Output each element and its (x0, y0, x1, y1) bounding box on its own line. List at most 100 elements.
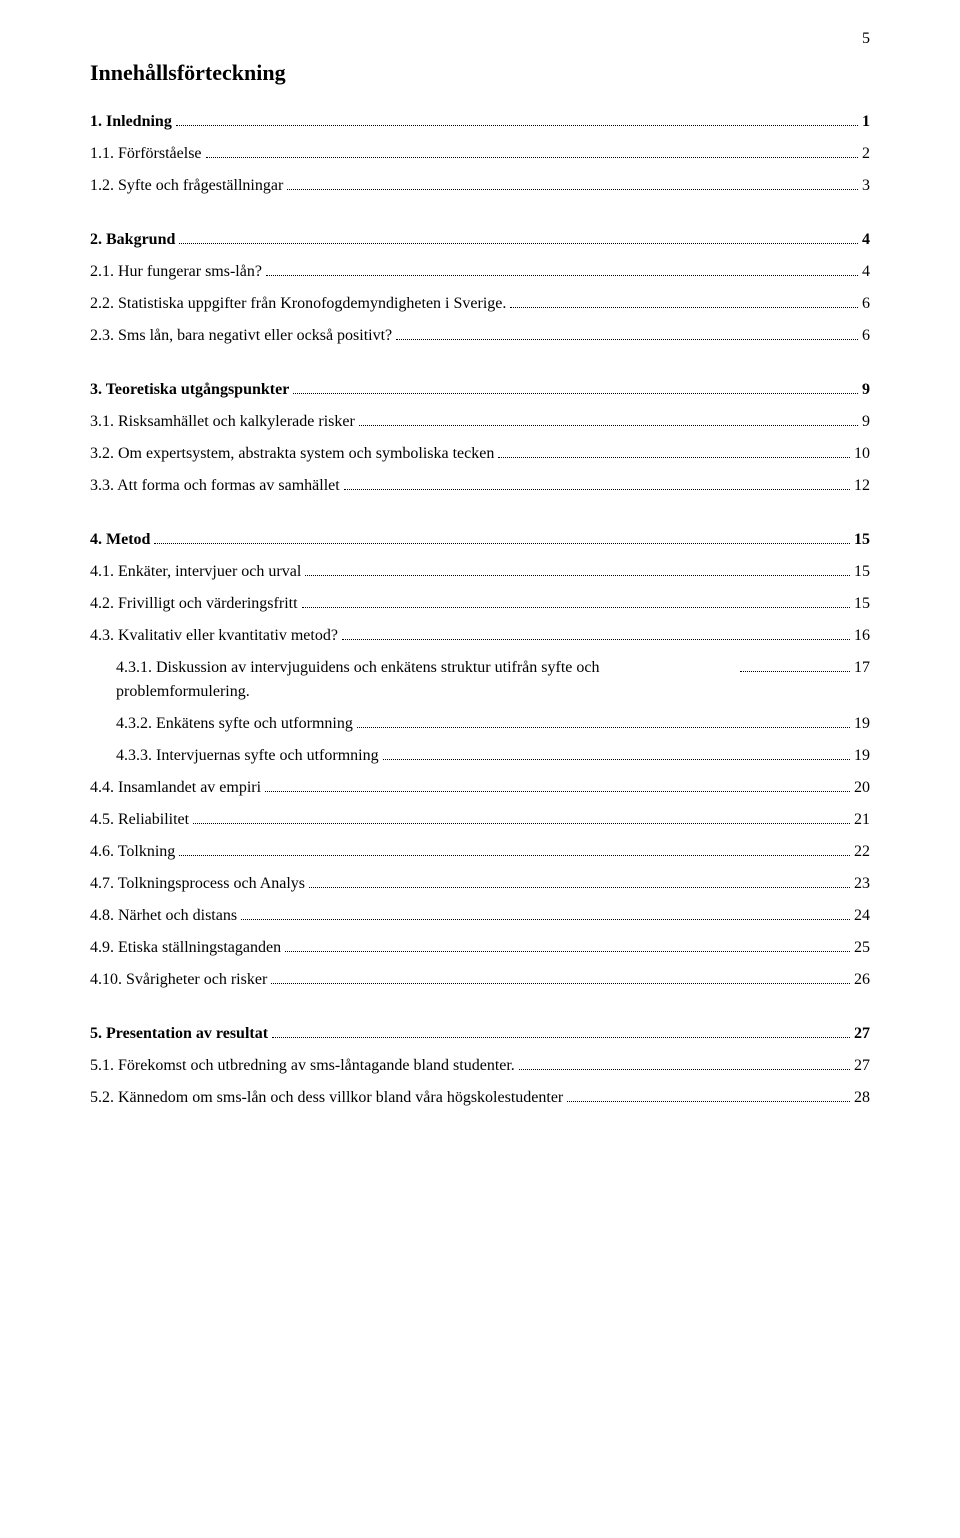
toc-dot-leader (272, 1037, 850, 1038)
toc-entry-page: 12 (854, 474, 870, 498)
toc-entry-label: 4.10. Svårigheter och risker (90, 968, 267, 992)
toc-entry: 4. Metod 15 (90, 528, 870, 552)
toc-dot-leader (266, 275, 858, 276)
toc-title: Innehållsförteckning (90, 60, 870, 86)
toc-entry: 1.2. Syfte och frågeställningar 3 (90, 174, 870, 198)
toc-entry-page: 15 (854, 560, 870, 584)
toc-entry: 4.4. Insamlandet av empiri 20 (90, 776, 870, 800)
toc-entry-page: 27 (854, 1054, 870, 1078)
toc-entry-label: 4.8. Närhet och distans (90, 904, 237, 928)
toc-entry-label: 4.9. Etiska ställningstaganden (90, 936, 281, 960)
toc-entry-page: 4 (862, 228, 870, 252)
toc-entry-label: 2.3. Sms lån, bara negativt eller också … (90, 324, 392, 348)
toc-entry-page: 1 (862, 110, 870, 134)
toc-dot-leader (154, 543, 850, 544)
toc-entry-label: 5.2. Kännedom om sms-lån och dess villko… (90, 1086, 563, 1110)
toc-dot-leader (179, 243, 858, 244)
page-number: 5 (862, 30, 870, 48)
toc-dot-leader (305, 575, 850, 576)
toc-entry-page: 17 (854, 656, 870, 680)
toc-entry-page: 27 (854, 1022, 870, 1046)
toc-entry: 4.8. Närhet och distans 24 (90, 904, 870, 928)
toc-dot-leader (302, 607, 850, 608)
toc-dot-leader (176, 125, 858, 126)
toc-entry-page: 19 (854, 744, 870, 768)
toc-entry-label: 4.3.1. Diskussion av intervjuguidens och… (116, 656, 736, 704)
toc-entry-page: 23 (854, 872, 870, 896)
toc-entry: 4.5. Reliabilitet 21 (90, 808, 870, 832)
toc-dot-leader (342, 639, 850, 640)
toc-entry-page: 4 (862, 260, 870, 284)
toc-entry-label: 4. Metod (90, 528, 150, 552)
toc-entry-label: 4.5. Reliabilitet (90, 808, 189, 832)
toc-entry-label: 4.2. Frivilligt och värderingsfritt (90, 592, 298, 616)
toc-dot-leader (287, 189, 858, 190)
toc-entry-page: 9 (862, 410, 870, 434)
toc-entry-page: 15 (854, 592, 870, 616)
toc-dot-leader (567, 1101, 850, 1102)
toc-entry-page: 9 (862, 378, 870, 402)
toc-entry: 3.3. Att forma och formas av samhället 12 (90, 474, 870, 498)
toc-body: 1. Inledning 1 1.1. Förförståelse 2 1.2. Syf… (90, 110, 870, 1110)
toc-entry: 5.2. Kännedom om sms-lån och dess villko… (90, 1086, 870, 1110)
toc-entry-page: 26 (854, 968, 870, 992)
toc-entry: 4.3. Kvalitativ eller kvantitativ metod?… (90, 624, 870, 648)
document-page: 5 Innehållsförteckning 1. Inledning 1 1.1.… (0, 0, 960, 1538)
toc-entry: 4.9. Etiska ställningstaganden 25 (90, 936, 870, 960)
toc-entry-page: 19 (854, 712, 870, 736)
toc-dot-leader (193, 823, 850, 824)
toc-entry-label: 3.2. Om expertsystem, abstrakta system o… (90, 442, 494, 466)
toc-entry-label: 4.4. Insamlandet av empiri (90, 776, 261, 800)
toc-entry-label: 1.1. Förförståelse (90, 142, 202, 166)
toc-entry-page: 10 (854, 442, 870, 466)
toc-entry: 4.2. Frivilligt och värderingsfritt 15 (90, 592, 870, 616)
toc-entry-page: 22 (854, 840, 870, 864)
toc-dot-leader (271, 983, 850, 984)
toc-entry-page: 6 (862, 292, 870, 316)
toc-entry-page: 20 (854, 776, 870, 800)
toc-entry-page: 6 (862, 324, 870, 348)
toc-entry: 2.3. Sms lån, bara negativt eller också … (90, 324, 870, 348)
toc-dot-leader (498, 457, 850, 458)
toc-entry: 3. Teoretiska utgångspunkter 9 (90, 378, 870, 402)
toc-entry-page: 16 (854, 624, 870, 648)
toc-entry-label: 1.2. Syfte och frågeställningar (90, 174, 283, 198)
toc-entry-label: 5.1. Förekomst och utbredning av sms-lån… (90, 1054, 515, 1078)
toc-entry-label: 3.3. Att forma och formas av samhället (90, 474, 340, 498)
toc-entry: 4.6. Tolkning 22 (90, 840, 870, 864)
toc-entry-page: 28 (854, 1086, 870, 1110)
toc-entry-label: 3.1. Risksamhället och kalkylerade riske… (90, 410, 355, 434)
toc-entry-page: 3 (862, 174, 870, 198)
toc-entry: 2. Bakgrund 4 (90, 228, 870, 252)
toc-entry-label: 1. Inledning (90, 110, 172, 134)
toc-entry-label: 4.3.3. Intervjuernas syfte och utformnin… (116, 744, 379, 768)
toc-dot-leader (383, 759, 850, 760)
toc-entry: 1. Inledning 1 (90, 110, 870, 134)
toc-entry: 5. Presentation av resultat27 (90, 1022, 870, 1046)
toc-entry-page: 25 (854, 936, 870, 960)
toc-entry-page: 21 (854, 808, 870, 832)
toc-entry: 4.3.2. Enkätens syfte och utformning 19 (90, 712, 870, 736)
toc-entry: 3.1. Risksamhället och kalkylerade riske… (90, 410, 870, 434)
toc-dot-leader (740, 671, 850, 672)
toc-entry: 4.7. Tolkningsprocess och Analys 23 (90, 872, 870, 896)
toc-dot-leader (293, 393, 858, 394)
toc-entry-label: 4.3. Kvalitativ eller kvantitativ metod? (90, 624, 338, 648)
toc-entry-label: 4.6. Tolkning (90, 840, 175, 864)
toc-entry-label: 2. Bakgrund (90, 228, 175, 252)
toc-entry-label: 3. Teoretiska utgångspunkter (90, 378, 289, 402)
toc-dot-leader (344, 489, 850, 490)
toc-dot-leader (359, 425, 858, 426)
toc-dot-leader (241, 919, 850, 920)
toc-entry-label: 4.1. Enkäter, intervjuer och urval (90, 560, 301, 584)
toc-dot-leader (357, 727, 850, 728)
toc-entry-label: 4.7. Tolkningsprocess och Analys (90, 872, 305, 896)
toc-entry-label: 4.3.2. Enkätens syfte och utformning (116, 712, 353, 736)
toc-entry-label: 2.2. Statistiska uppgifter från Kronofog… (90, 292, 506, 316)
toc-entry: 1.1. Förförståelse 2 (90, 142, 870, 166)
toc-entry-page: 24 (854, 904, 870, 928)
toc-entry-page: 15 (854, 528, 870, 552)
toc-entry-page: 2 (862, 142, 870, 166)
toc-entry: 2.2. Statistiska uppgifter från Kronofog… (90, 292, 870, 316)
toc-dot-leader (179, 855, 850, 856)
